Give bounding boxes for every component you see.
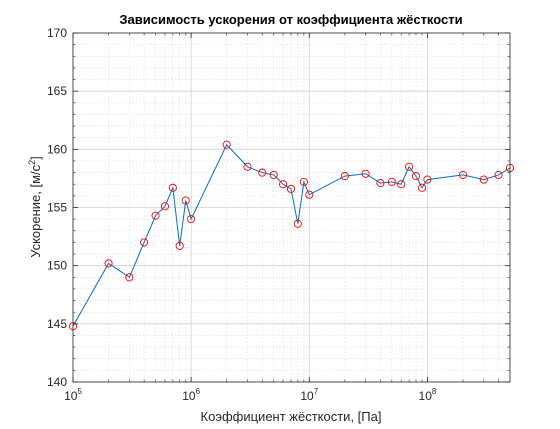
data-point-marker <box>160 202 169 211</box>
data-point-marker <box>140 238 149 247</box>
data-point-marker <box>305 190 314 199</box>
data-point-marker <box>494 170 503 179</box>
x-tick-label-base: 10 <box>64 389 78 403</box>
data-point-marker <box>293 219 302 228</box>
data-point-marker <box>151 211 160 220</box>
chart-title: Зависимость ускорения от коэффициента жё… <box>119 12 462 27</box>
data-point-marker <box>405 162 414 171</box>
x-tick-label: 105 <box>64 387 82 403</box>
data-point-marker <box>181 196 190 205</box>
data-point-marker <box>423 175 432 184</box>
data-point-marker <box>376 179 385 188</box>
x-tick-labels: 105 106 107 108 <box>64 387 437 403</box>
x-tick-label: 107 <box>300 387 318 403</box>
data-point-marker <box>458 170 468 179</box>
y-tick-label: 155 <box>47 201 67 215</box>
data-point-marker <box>417 183 427 192</box>
y-axis-label: Ускорение, [м/с2] <box>27 156 43 258</box>
y-tick-label: 170 <box>47 26 67 40</box>
data-point-marker <box>279 180 288 189</box>
data-point-marker <box>243 162 252 171</box>
data-point-marker <box>175 241 184 250</box>
data-point-marker <box>286 184 296 193</box>
x-tick-label-base: 10 <box>300 389 314 403</box>
data-point-marker <box>479 175 488 184</box>
y-axis-label-sup: 2 <box>27 160 37 165</box>
x-tick-label-exp: 8 <box>432 387 437 396</box>
data-point-marker <box>104 259 113 268</box>
data-point-marker <box>411 172 421 181</box>
y-tick-label: 140 <box>47 375 67 389</box>
data-point-marker <box>125 273 134 282</box>
data-point-marker <box>361 169 370 178</box>
data-point-marker <box>187 215 196 224</box>
y-axis-label-main: Ускорение, [м/с <box>28 164 43 257</box>
x-tick-label: 106 <box>182 387 200 403</box>
data-point-marker <box>340 172 349 181</box>
data-point-marker <box>269 170 278 179</box>
y-tick-label: 165 <box>47 84 67 98</box>
x-tick-label-base: 10 <box>419 389 433 403</box>
x-axis-label: Коэффициент жёсткости, [Па] <box>201 409 382 424</box>
y-tick-labels: 140 145 150 155 160 165 170 <box>47 26 67 389</box>
data-point-marker <box>299 177 308 186</box>
ticks <box>72 32 510 383</box>
x-tick-label-exp: 6 <box>196 387 201 396</box>
x-tick-label: 108 <box>419 387 437 403</box>
x-tick-label-base: 10 <box>182 389 196 403</box>
data-point-marker <box>168 183 177 192</box>
y-tick-label: 160 <box>47 142 67 156</box>
data-point-marker <box>397 180 406 189</box>
data-point-marker <box>258 168 267 177</box>
x-tick-label-exp: 7 <box>314 387 319 396</box>
y-tick-label: 150 <box>47 259 67 273</box>
markers <box>68 140 515 331</box>
data-point-marker <box>222 140 231 149</box>
y-tick-label: 145 <box>47 317 67 331</box>
x-tick-label-exp: 5 <box>77 387 82 396</box>
y-axis-label-end: ] <box>28 156 43 160</box>
data-point-marker <box>387 177 396 186</box>
